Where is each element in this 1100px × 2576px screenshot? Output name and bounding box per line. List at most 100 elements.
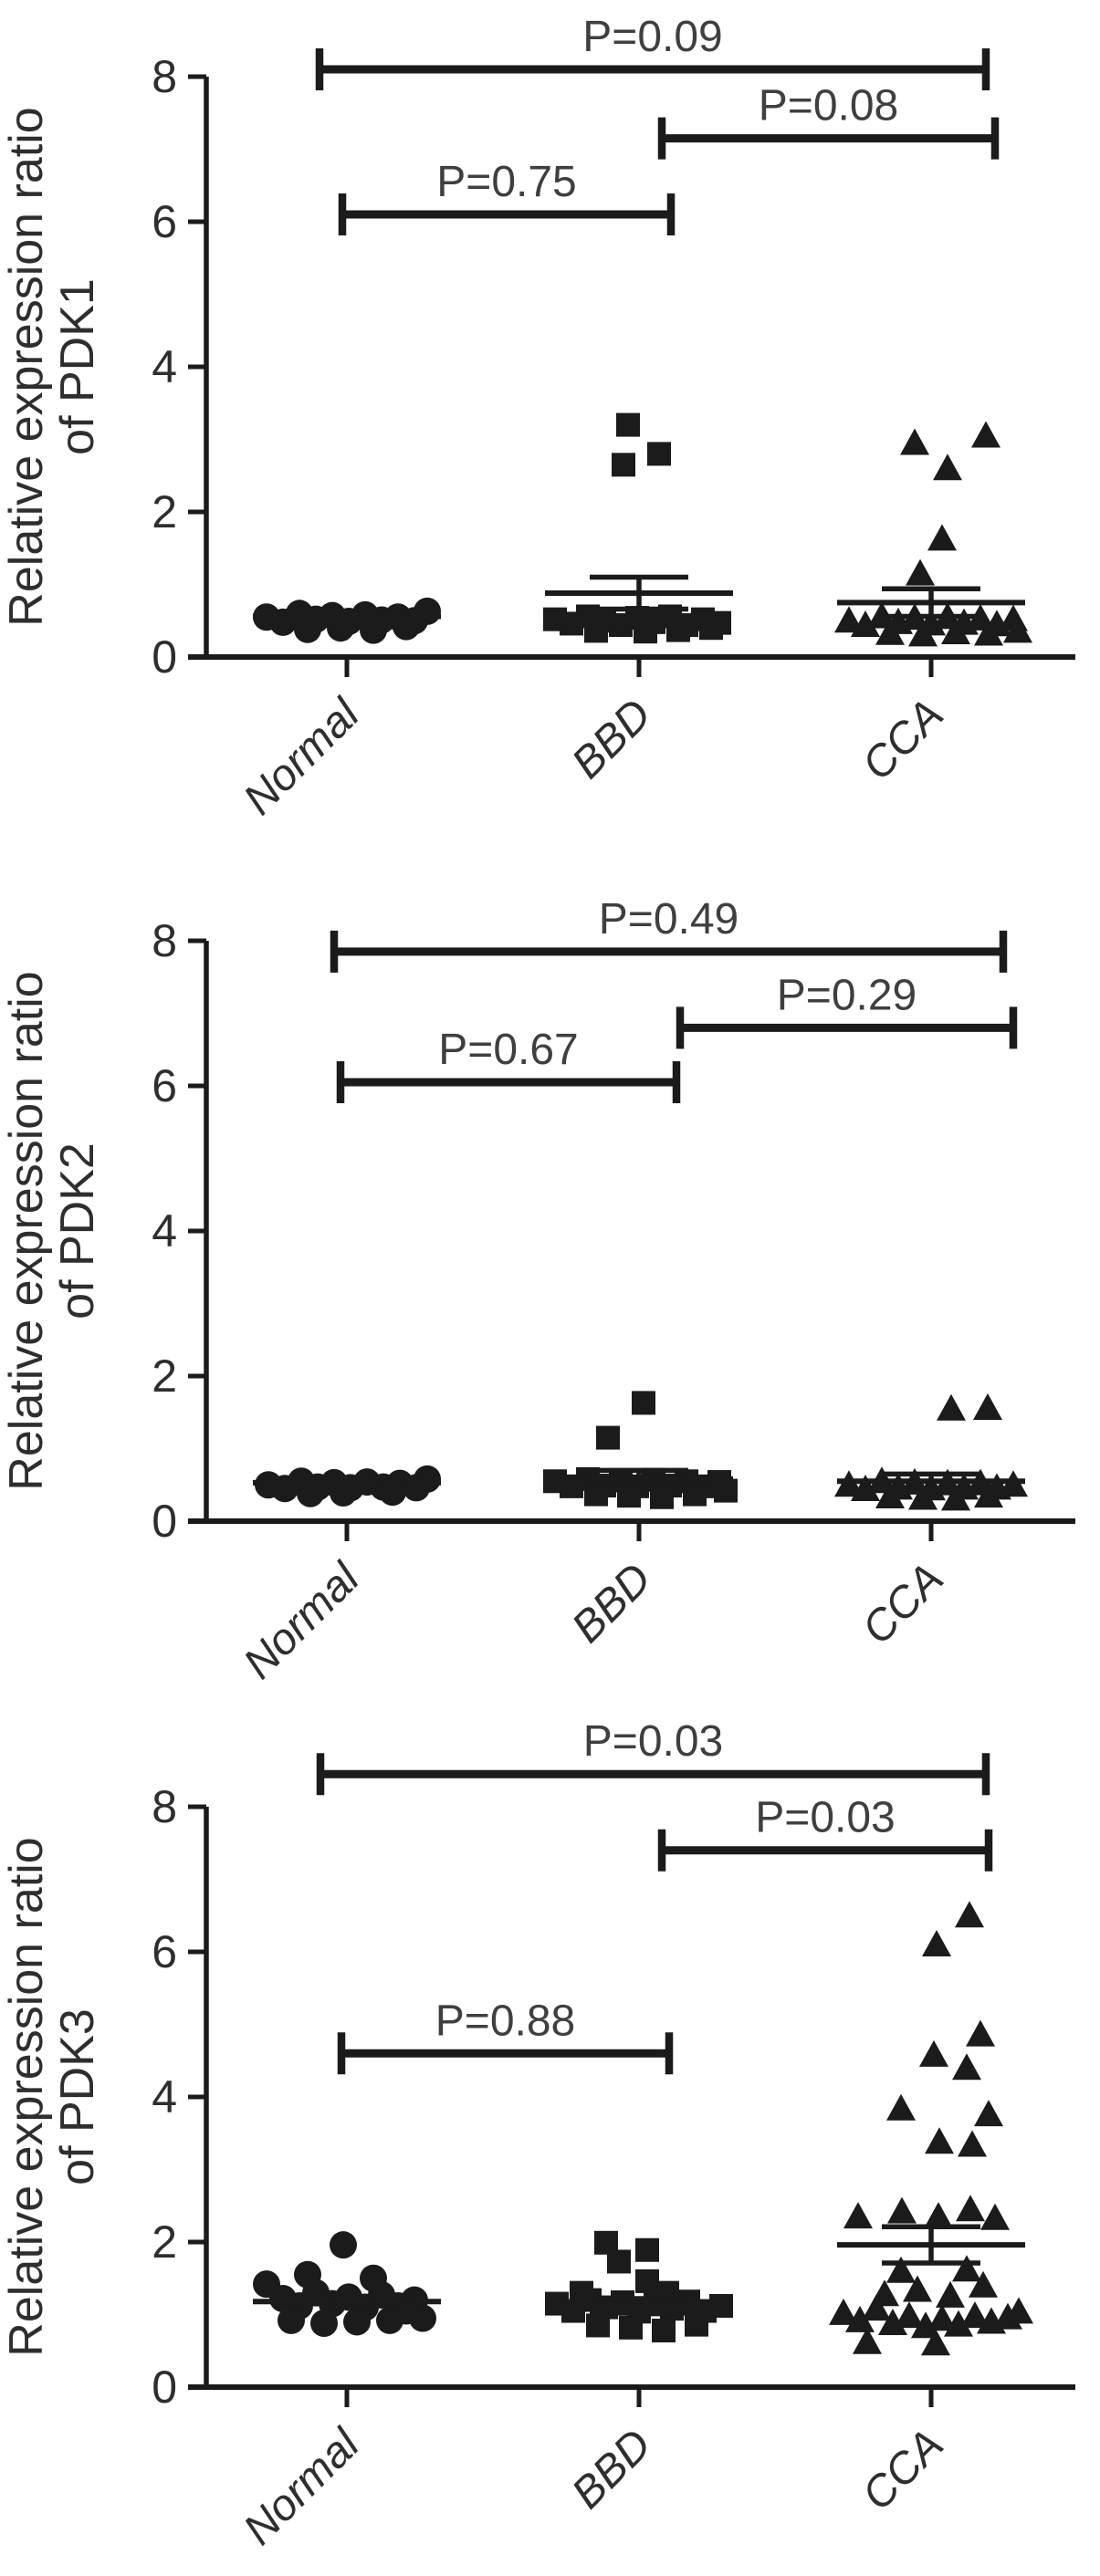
y-axis-title-line2: of PDK1 <box>51 278 104 455</box>
bbd-data-point <box>714 1478 738 1503</box>
cca-data-point <box>936 2280 965 2308</box>
x-tick-label-bbd: BBD <box>563 2420 661 2518</box>
bbd-data-point <box>685 2312 708 2337</box>
y-axis-title-line1: Relative expression ratio <box>0 971 53 1490</box>
x-tick-label-normal: Normal <box>235 689 370 824</box>
cca-data-point <box>906 558 935 586</box>
p-value-label: P=0.08 <box>759 82 898 130</box>
chart-panel-pdk1: 0 2 4 6 8 Normal BBD CCA Relative expression rat… <box>0 13 1075 824</box>
normal-data-point <box>278 2306 305 2334</box>
y-tick-label: 8 <box>152 915 177 966</box>
cca-data-point <box>922 1930 951 1957</box>
bbd-data-point <box>634 620 657 644</box>
cca-data-point <box>966 2019 995 2047</box>
p-value-label: P=0.75 <box>436 158 576 206</box>
bbd-data-point <box>616 412 640 437</box>
cca-data-point <box>845 2305 875 2332</box>
cca-data-point <box>886 2256 916 2283</box>
y-tick-label: 0 <box>152 2362 177 2413</box>
cca-data-point <box>921 2329 950 2356</box>
y-tick-label: 6 <box>152 196 177 247</box>
x-tick-label-normal: Normal <box>235 2419 370 2554</box>
y-tick-label: 8 <box>152 51 177 102</box>
x-tick-label-cca: CCA <box>854 1554 953 1653</box>
cca-data-point <box>1004 2297 1033 2324</box>
cca-data-point <box>960 2301 990 2329</box>
cca-data-point <box>853 2327 882 2354</box>
normal-data-point <box>330 1478 357 1507</box>
bbd-data-point <box>607 2249 631 2274</box>
chart-panel-pdk3: 0 2 4 6 8 Normal BBD CCA Relative expression rat… <box>0 1717 1075 2554</box>
chart-panel-pdk2: 0 2 4 6 8 Normal BBD CCA Relative expression rat… <box>0 895 1075 1688</box>
cca-data-point <box>834 606 864 633</box>
normal-data-point <box>393 612 420 641</box>
cca-data-point <box>927 524 957 551</box>
cca-data-point <box>887 2196 917 2224</box>
cca-data-point <box>952 2255 981 2282</box>
y-tick-label: 6 <box>152 1060 177 1111</box>
bbd-data-point <box>586 2313 610 2338</box>
cca-data-point <box>908 1483 938 1510</box>
y-tick-label: 4 <box>152 341 177 392</box>
normal-data-point <box>310 2310 338 2338</box>
bbd-data-point <box>612 453 635 477</box>
cca-data-point <box>973 1392 1002 1420</box>
p-value-label: P=0.03 <box>583 1717 723 1766</box>
normal-data-point <box>294 615 321 643</box>
cca-data-point <box>843 2202 873 2229</box>
bbd-data-point <box>632 1391 655 1415</box>
bbd-data-point <box>635 2237 659 2262</box>
bbd-data-point <box>635 2268 659 2293</box>
x-tick-label-bbd: BBD <box>563 1554 661 1652</box>
y-tick-label: 2 <box>152 2216 177 2268</box>
cca-data-point <box>1003 616 1032 643</box>
y-tick-label: 0 <box>152 1496 177 1547</box>
cca-data-point <box>875 618 905 645</box>
y-tick-label: 4 <box>152 1205 177 1257</box>
cca-data-point <box>862 2294 891 2321</box>
cca-data-point <box>911 2311 940 2339</box>
cca-data-point <box>937 1393 966 1421</box>
cca-data-point <box>851 610 880 638</box>
cca-data-point <box>924 2202 953 2229</box>
x-tick-label-cca: CCA <box>854 2420 953 2519</box>
cca-data-point <box>941 617 970 644</box>
cca-data-point <box>974 619 1003 646</box>
cca-data-point <box>971 421 1000 448</box>
normal-data-point <box>360 2264 387 2292</box>
normal-data-point <box>297 1479 324 1507</box>
bbd-data-point <box>647 442 671 466</box>
cca-data-point <box>974 1481 1003 1508</box>
cca-data-point <box>875 1481 905 1508</box>
cca-data-point <box>941 1484 970 1511</box>
normal-data-point <box>343 2308 371 2336</box>
p-value-label: P=0.49 <box>599 895 739 944</box>
y-tick-label: 2 <box>152 486 177 537</box>
cca-data-point <box>944 2310 973 2337</box>
cca-data-point <box>956 2195 985 2222</box>
cca-data-point <box>829 2298 858 2325</box>
x-tick-label-bbd: BBD <box>563 690 661 787</box>
cca-data-point <box>958 2130 987 2157</box>
cca-data-point <box>908 620 938 647</box>
y-axis-title-line1: Relative expression ratio <box>0 107 53 626</box>
y-tick-label: 8 <box>152 1781 177 1832</box>
cca-data-point <box>903 2275 932 2302</box>
cca-data-point <box>900 428 929 455</box>
normal-data-point <box>294 2260 321 2289</box>
cca-data-point <box>933 454 962 481</box>
bbd-data-point <box>596 1425 620 1450</box>
bbd-data-point <box>699 616 723 641</box>
bbd-data-point <box>570 2280 593 2305</box>
p-value-label: P=0.67 <box>438 1026 578 1074</box>
y-tick-label: 2 <box>152 1351 177 1402</box>
y-tick-label: 0 <box>152 631 177 683</box>
x-tick-label-cca: CCA <box>854 690 953 789</box>
normal-data-point <box>414 1465 441 1493</box>
cca-data-point <box>969 2270 998 2298</box>
normal-data-point <box>414 597 441 625</box>
cca-data-point <box>952 2053 981 2081</box>
cca-data-point <box>955 1901 984 1928</box>
bbd-data-point <box>584 619 608 643</box>
